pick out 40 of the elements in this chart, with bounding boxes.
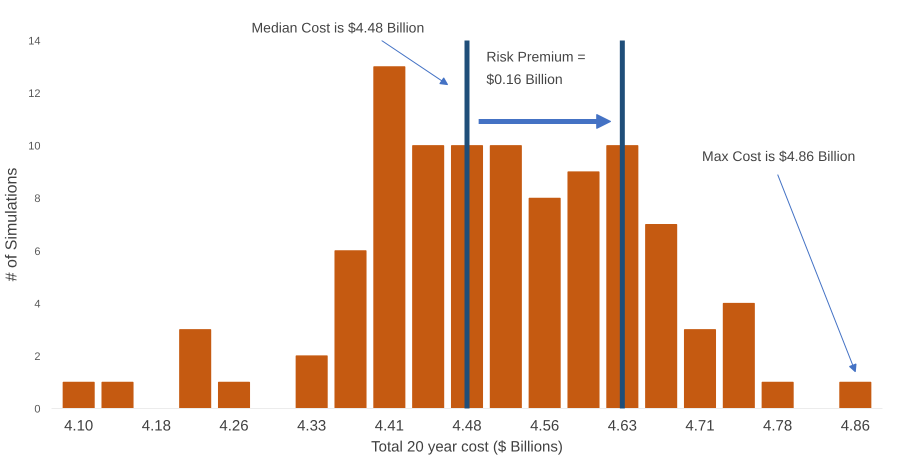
y-tick-label: 10 xyxy=(28,140,41,153)
x-axis-title: Total 20 year cost ($ Billions) xyxy=(371,438,563,456)
x-tick-label: 4.33 xyxy=(297,418,326,434)
bar xyxy=(722,302,755,408)
annotation: Risk Premium = $0.16 Billion xyxy=(486,48,586,87)
bar xyxy=(218,382,250,408)
bar xyxy=(62,382,95,408)
bar xyxy=(684,329,716,408)
y-tick-label: 2 xyxy=(34,350,41,363)
bar xyxy=(334,250,367,408)
x-tick-label: 4.63 xyxy=(608,418,637,434)
x-tick-label: 4.48 xyxy=(452,418,482,434)
x-tick-label: 4.56 xyxy=(530,418,560,434)
bar xyxy=(179,329,212,408)
bar xyxy=(373,66,406,408)
y-axis-title: # of Simulations xyxy=(3,168,20,282)
y-tick-label: 0 xyxy=(34,404,41,416)
bar xyxy=(490,145,522,408)
y-tick-label: 8 xyxy=(34,193,41,206)
y-tick-label: 6 xyxy=(34,246,41,258)
annotation: Max Cost is $4.86 Billion xyxy=(702,148,856,164)
y-tick-label: 12 xyxy=(28,88,41,100)
y-tick-label: 14 xyxy=(28,36,41,48)
x-tick-label: 4.26 xyxy=(219,418,249,434)
bar xyxy=(645,224,678,408)
bar xyxy=(762,382,794,408)
bar xyxy=(101,382,134,408)
bar xyxy=(839,382,872,408)
x-tick-label: 4.18 xyxy=(142,418,171,434)
text: Median Cost is $4.48 Billion xyxy=(252,20,424,36)
x-tick-label: 4.86 xyxy=(840,418,870,434)
bar xyxy=(528,198,561,408)
x-tick-label: 4.71 xyxy=(685,418,715,434)
bar xyxy=(412,145,444,408)
x-tick-label: 4.78 xyxy=(763,418,792,434)
bar xyxy=(296,355,328,408)
bar xyxy=(567,171,600,408)
x-tick-label: 4.41 xyxy=(374,418,404,434)
y-tick-label: 4 xyxy=(34,298,41,310)
x-tick-label: 4.10 xyxy=(64,418,94,434)
